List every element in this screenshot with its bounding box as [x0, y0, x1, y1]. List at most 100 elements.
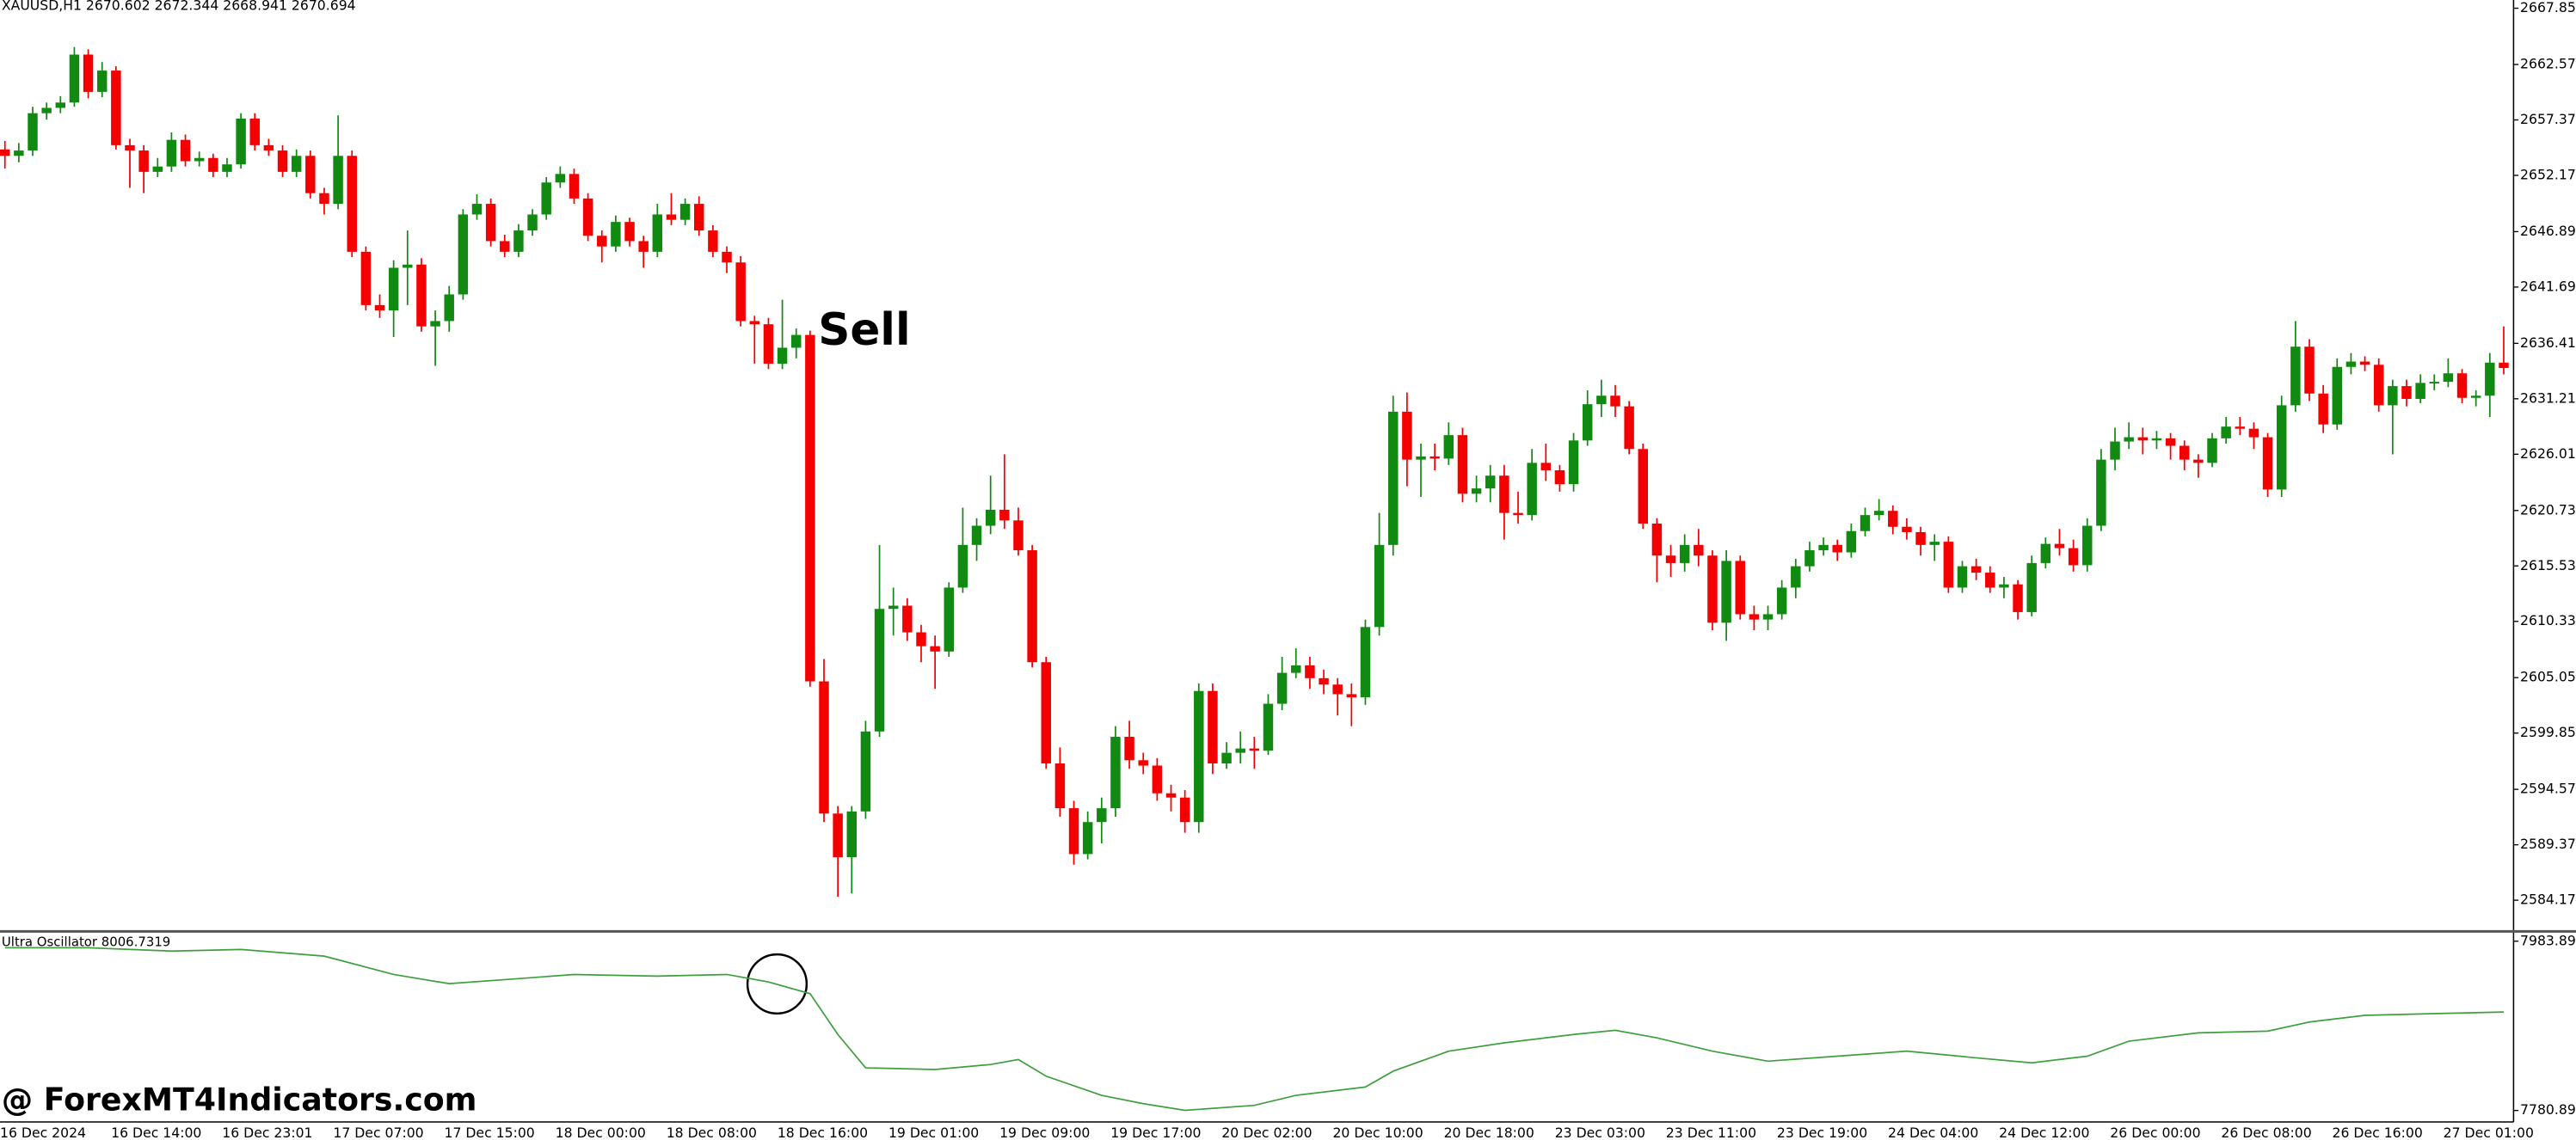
candle-body — [777, 347, 788, 365]
candle-body — [305, 156, 316, 193]
candle-body — [471, 204, 483, 215]
candle-body — [1679, 544, 1690, 563]
candle-body — [2485, 362, 2495, 396]
candle-body — [1929, 542, 1940, 545]
y-tick-label: 2657.370 — [2520, 111, 2576, 127]
candle-body — [1735, 561, 1745, 615]
candle-body — [2054, 543, 2065, 549]
candle-body — [708, 230, 718, 252]
y-tick-label: 2636.410 — [2520, 334, 2576, 351]
candle-body — [152, 166, 163, 172]
y-tick-label: 2667.850 — [2520, 0, 2576, 15]
candle-body — [597, 236, 607, 247]
candle-body — [2193, 459, 2204, 463]
candle-body — [985, 509, 996, 526]
candle-body — [735, 262, 746, 322]
x-tick-label: 20 Dec 02:00 — [1221, 1125, 1312, 1140]
y-tick-label: 7780.892 — [2520, 1101, 2576, 1118]
candle-body — [1582, 404, 1593, 441]
candle-body — [2345, 361, 2357, 367]
candle-body — [1471, 488, 1482, 494]
candle-body — [166, 139, 177, 167]
candle-body — [14, 150, 24, 156]
chart-header: XAUUSD,H1 2670.602 2672.344 2668.941 267… — [2, 0, 356, 13]
candle-body — [1319, 677, 1329, 685]
candle-body — [2110, 441, 2120, 460]
candle-body — [1305, 665, 1315, 678]
candle-body — [1485, 475, 1496, 489]
y-tick-label: 2599.850 — [2520, 724, 2576, 740]
candle-body — [1276, 672, 1288, 704]
x-tick-label: 23 Dec 19:00 — [1777, 1125, 1867, 1140]
candle-body — [69, 54, 80, 103]
candle-body — [1860, 515, 1871, 531]
candle-body — [500, 241, 510, 252]
candle-body — [1721, 561, 1731, 623]
candle-body — [1097, 808, 1107, 823]
candle-body — [1068, 808, 1079, 855]
x-tick-label: 26 Dec 16:00 — [2333, 1125, 2423, 1140]
candle-body — [1235, 748, 1245, 753]
candle-body — [125, 144, 135, 151]
candle-body — [2248, 428, 2259, 438]
x-tick-label: 19 Dec 01:00 — [888, 1125, 979, 1140]
candle-body — [1499, 475, 1509, 513]
candle-body — [652, 214, 663, 252]
candle-body — [666, 214, 677, 220]
candle-body — [2388, 386, 2398, 406]
candle-body — [1915, 531, 1926, 545]
candle-body — [194, 157, 205, 162]
candle-body — [2179, 445, 2190, 460]
candle-body — [749, 321, 760, 325]
candle-body — [1332, 684, 1343, 695]
candle-body — [819, 681, 829, 814]
candle-body — [333, 156, 343, 205]
candle-body — [1665, 555, 1676, 563]
candle-body — [208, 157, 218, 172]
candle-body — [902, 605, 913, 633]
candle-body — [999, 509, 1010, 521]
candle-body — [1443, 435, 1454, 459]
x-tick-label: 18 Dec 00:00 — [556, 1125, 646, 1140]
candle-body — [2165, 438, 2176, 446]
x-tick-label: 20 Dec 18:00 — [1444, 1125, 1534, 1140]
candle-body — [1374, 544, 1385, 628]
x-tick-label: 20 Dec 10:00 — [1332, 1125, 1423, 1140]
candle-body — [2151, 438, 2162, 441]
candle-body — [2443, 373, 2454, 383]
candle-body — [111, 70, 121, 145]
candle-body — [944, 587, 954, 652]
candle-body — [694, 204, 704, 231]
candle-body — [1596, 395, 1607, 405]
candle-body — [2262, 437, 2273, 490]
candle-body — [2096, 459, 2106, 526]
y-tick-label: 2620.730 — [2520, 501, 2576, 518]
candle-body — [96, 70, 108, 92]
candle-body — [1957, 566, 1968, 588]
y-tick-label: 2652.170 — [2520, 166, 2576, 182]
x-tick-label: 24 Dec 12:00 — [1999, 1125, 2089, 1140]
candle-body — [2124, 437, 2134, 442]
candle-body — [1943, 542, 1954, 588]
candle-body — [2040, 543, 2051, 563]
y-tick-label: 2615.530 — [2520, 557, 2576, 573]
candle-body — [1707, 555, 1718, 623]
y-tick-label: 2610.330 — [2520, 612, 2576, 628]
candle-body — [444, 294, 454, 322]
indicator-label: Ultra Oscillator 8006.7319 — [2, 935, 170, 950]
y-tick-label: 2584.170 — [2520, 892, 2576, 908]
candle-body — [1527, 463, 1537, 516]
candle-body — [1194, 690, 1204, 823]
oscillator-line — [4, 947, 2504, 1112]
candle-body — [1970, 566, 1982, 573]
candle-body — [555, 174, 566, 183]
candle-body — [2415, 383, 2425, 399]
candle-body — [430, 321, 440, 327]
candle-body — [2318, 393, 2328, 425]
candle-body — [403, 264, 413, 268]
candle-body — [1165, 793, 1177, 798]
candle-body — [1429, 456, 1440, 459]
signal-circle — [746, 953, 808, 1015]
candle-body — [1263, 703, 1274, 751]
candle-body — [388, 267, 399, 311]
